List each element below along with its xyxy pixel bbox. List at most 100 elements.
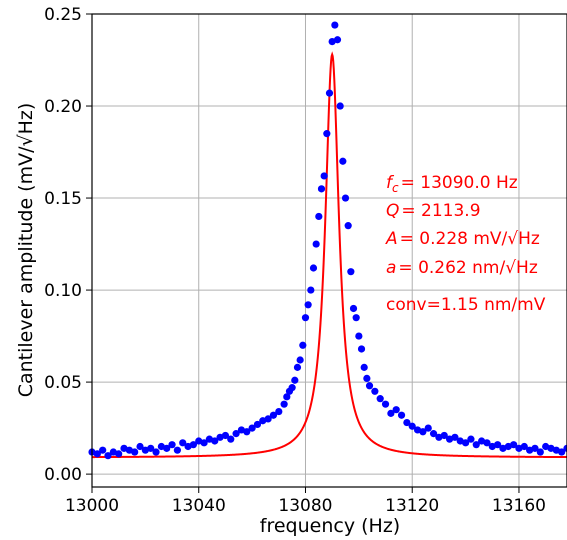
y-tick-label: 0.20: [44, 97, 82, 117]
plot-frame: [91, 13, 567, 488]
data-point: [451, 433, 459, 441]
data-point: [403, 418, 411, 427]
data-point: [309, 264, 318, 272]
data-point: [424, 424, 432, 432]
data-point: [173, 446, 181, 454]
data-point: [99, 446, 107, 454]
data-point: [461, 439, 470, 447]
data-point: [467, 435, 475, 443]
data-point: [304, 301, 312, 309]
data-point: [536, 448, 544, 456]
y-tick-label: 0.25: [44, 5, 82, 25]
data-point: [363, 374, 371, 383]
annotation-amplitude: A = 0.228 mV/√Hz: [385, 229, 540, 249]
data-points: [88, 21, 567, 460]
data-point: [152, 448, 160, 456]
data-point: [320, 172, 328, 180]
data-point: [227, 435, 235, 443]
data-point: [301, 314, 310, 322]
data-point: [347, 268, 355, 276]
data-point: [115, 450, 123, 458]
data-point: [483, 439, 491, 447]
data-point: [275, 407, 283, 416]
data-point: [211, 437, 219, 445]
data-point: [248, 424, 256, 432]
data-point: [296, 356, 304, 364]
data-point: [131, 448, 139, 456]
data-point: [221, 431, 230, 440]
x-axis-ticks: 13000 13040 13080 13120 13160: [65, 487, 546, 516]
data-point: [288, 384, 296, 392]
data-point: [333, 36, 342, 44]
data-point: [331, 21, 339, 29]
x-tick-label: 13080: [278, 496, 332, 516]
data-point: [339, 157, 347, 165]
x-tick-label: 13120: [385, 496, 439, 516]
data-point: [104, 452, 112, 460]
data-point: [243, 428, 251, 436]
data-point: [93, 450, 101, 458]
data-point: [163, 444, 171, 452]
data-point: [307, 286, 315, 294]
data-point: [365, 382, 374, 390]
y-tick-label: 0.10: [44, 281, 82, 301]
data-point: [253, 420, 262, 429]
data-point: [349, 304, 358, 313]
data-point: [341, 194, 350, 202]
x-tick-label: 13000: [65, 496, 119, 516]
annotation-q: Q = 2113.9: [386, 201, 481, 221]
data-point: [520, 442, 528, 451]
data-point: [558, 448, 566, 456]
y-tick-label: 0.15: [44, 189, 82, 209]
data-point: [408, 422, 416, 430]
data-point: [317, 185, 326, 193]
data-point: [200, 439, 208, 447]
data-point: [189, 441, 198, 449]
y-axis-label: Cantilever amplitude (mV/√Hz): [15, 103, 37, 398]
data-point: [397, 411, 406, 419]
data-point: [419, 428, 427, 436]
data-point: [264, 415, 272, 423]
data-point: [323, 130, 331, 138]
x-axis-label: frequency (Hz): [260, 515, 400, 537]
data-point: [429, 430, 438, 438]
data-point: [299, 341, 307, 349]
data-point: [371, 387, 379, 395]
fit-curve: [91, 51, 567, 459]
fit-layer: [91, 51, 567, 459]
x-tick-label: 13040: [172, 496, 226, 516]
data-point: [325, 89, 334, 97]
data-point: [315, 212, 323, 221]
data-point: [293, 363, 302, 371]
data-point: [510, 441, 518, 449]
data-point: [387, 409, 395, 417]
data-point: [283, 393, 291, 401]
data-point: [440, 431, 448, 440]
data-point: [381, 400, 390, 408]
data-point: [147, 444, 155, 452]
annotation-fc: fc = 13090.0 Hz: [386, 173, 518, 195]
data-point: [531, 444, 539, 452]
data-point: [179, 439, 187, 447]
x-tick-label: 13160: [492, 496, 546, 516]
data-point: [280, 400, 288, 408]
data-point: [136, 442, 144, 451]
data-point: [269, 411, 278, 419]
data-point: [352, 314, 360, 322]
data-point: [360, 363, 368, 371]
data-point: [355, 332, 363, 340]
y-tick-label: 0.05: [44, 373, 82, 393]
data-point: [472, 441, 480, 449]
data-point: [232, 430, 240, 438]
data-point: [291, 376, 299, 384]
annotation-conversion: conv=1.15 nm/mV: [386, 295, 546, 315]
data-point: [312, 240, 320, 248]
data-point: [563, 444, 567, 452]
data-point: [344, 222, 352, 230]
data-point: [336, 102, 344, 110]
data-point: [168, 441, 176, 449]
y-tick-label: 0.00: [44, 465, 82, 485]
annotation-sensitivity: a = 0.262 nm/√Hz: [386, 258, 538, 278]
y-axis-ticks: 0.00 0.05 0.10 0.15 0.20 0.25: [44, 5, 92, 485]
